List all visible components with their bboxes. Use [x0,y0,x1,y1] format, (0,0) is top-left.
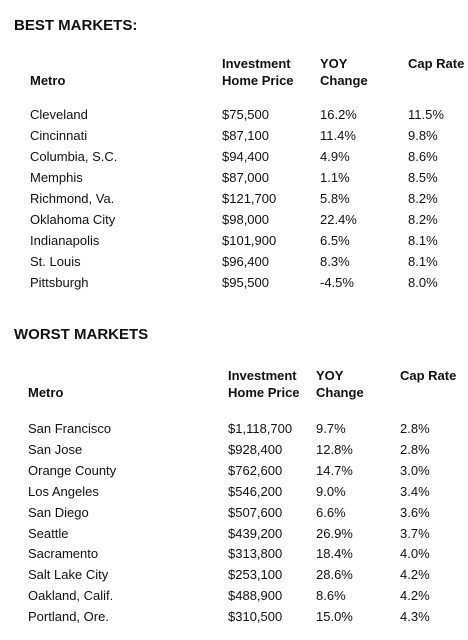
table-cell: San Francisco [28,421,112,436]
table-cell: $1,118,700 [228,421,293,436]
column-header: Metro [28,385,64,400]
table-cell: 2.8% [400,441,430,457]
table-cell: Orange County [28,462,117,478]
table-cell: -4.5% [320,275,354,290]
table-cell: 9.7% [316,421,346,436]
table-cell: 18.4% [316,546,353,562]
table-cell: $87,100 [222,128,269,143]
table-cell: 2.8% [400,421,430,436]
table-cell: 5.8% [320,191,350,206]
table-cell: 4.9% [320,149,350,164]
column-header: Home Price [222,73,294,88]
table-cell: 12.8% [316,441,353,457]
table-cell: Sacramento [28,546,99,562]
table-cell: $928,400 [228,441,283,457]
table-cell: 26.9% [316,525,353,541]
column-header: Cap Rate [400,368,457,383]
table-cell: 8.0% [408,275,438,290]
table-cell: 4.2% [400,588,430,604]
table-cell: Portland, Ore. [28,609,109,625]
column-header: Change [316,385,364,400]
table-cell: 14.7% [316,462,353,478]
table-cell: 8.2% [408,191,438,206]
table-cell: 4.2% [400,567,430,583]
table-cell: $101,900 [222,233,277,248]
table-cell: 15.0% [316,609,353,625]
section-title: BEST MARKETS: [14,17,138,34]
table-cell: 22.4% [320,212,357,227]
table-cell: Pittsburgh [30,275,89,290]
table-cell: $310,500 [228,609,283,625]
column-header: Investment [228,368,297,383]
table-cell: $121,700 [222,191,277,206]
table-cell: 11.5% [408,107,444,122]
table-cell: 1.1% [320,170,350,185]
table-cell: 3.0% [400,462,430,478]
column-header: Home Price [228,385,300,400]
table-cell: 9.0% [316,483,346,499]
table-cell: 8.6% [316,588,346,604]
table-cell: Columbia, S.C. [30,149,118,164]
table-cell: $488,900 [228,588,283,604]
table-cell: 3.4% [400,483,430,499]
table-cell: St. Louis [30,254,81,269]
table-cell: Memphis [30,170,83,185]
table-cell: 6.5% [320,233,350,248]
table-cell: 28.6% [316,567,353,583]
section-title: WORST MARKETS [14,326,149,343]
table-cell: 8.2% [408,212,438,227]
table-cell: 8.3% [320,254,350,269]
table-cell: 4.3% [400,609,430,625]
table-cell: 8.1% [408,233,438,248]
table-cell: $98,000 [222,212,269,227]
table-cell: $75,500 [222,107,269,122]
table-cell: $546,200 [228,483,283,499]
table-cell: Oklahoma City [30,212,116,227]
table-cell: 16.2% [320,107,357,122]
table-cell: Indianapolis [30,233,100,248]
table-cell: $507,600 [228,504,283,520]
table-cell: San Diego [28,504,89,520]
table-cell: Richmond, Va. [30,191,115,206]
table-cell: 11.4% [320,128,356,143]
column-header: YOY [320,56,348,71]
table-cell: $762,600 [228,462,283,478]
column-header: Cap Rate [408,56,465,71]
table-cell: Cincinnati [30,128,88,143]
table-cell: 8.5% [408,170,438,185]
table-cell: 3.6% [400,504,430,520]
table-cell: $313,800 [228,546,283,562]
table-cell: Seattle [28,525,69,541]
table-cell: $87,000 [222,170,269,185]
table-cell: 4.0% [400,546,430,562]
table-cell: Oakland, Calif. [28,588,114,604]
table-cell: 6.6% [316,504,346,520]
column-header: YOY [316,368,344,383]
table-cell: $95,500 [222,275,269,290]
table-cell: 9.8% [408,128,438,143]
table-cell: Salt Lake City [28,567,109,583]
table-cell: $439,200 [228,525,283,541]
table-cell: $253,100 [228,567,283,583]
table-cell: Los Angeles [28,483,99,499]
column-header: Metro [30,73,66,88]
column-header: Change [320,73,368,88]
table-cell: San Jose [28,441,83,457]
table-cell: $96,400 [222,254,269,269]
column-header: Investment [222,56,291,71]
table-cell: 3.7% [400,525,430,541]
table-cell: 8.1% [408,254,438,269]
table-cell: Cleveland [30,107,88,122]
table-cell: $94,400 [222,149,269,164]
table-cell: 8.6% [408,149,438,164]
